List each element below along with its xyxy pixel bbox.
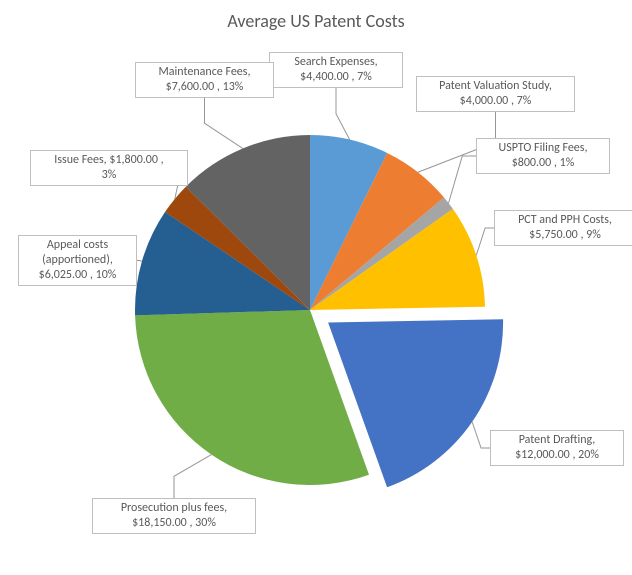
slice-label: PCT and PPH Costs, $5,750.00 , 9% (494, 210, 632, 246)
leader-line (137, 261, 142, 262)
slice-label: USPTO Filing Fees, $800.00 , 1% (476, 138, 610, 174)
slice-label: Maintenance Fees, $7,600.00 , 13% (135, 62, 274, 98)
pie-chart-container: Average US Patent Costs Search Expenses,… (0, 0, 632, 575)
slice-label: Appeal costs (apportioned), $6,025.00 , … (18, 235, 137, 286)
slice-label: Patent Valuation Study, $4,000.00 , 7% (416, 76, 575, 112)
leader-line (174, 455, 211, 498)
chart-title: Average US Patent Costs (0, 10, 632, 32)
slice-label: Search Expenses, $4,400.00 , 7% (269, 52, 403, 88)
slice-label: Issue Fees, $1,800.00 , 3% (30, 150, 188, 186)
leader-line (476, 228, 494, 255)
slice-label: Patent Drafting, $12,000.00 , 20% (490, 430, 624, 466)
leader-line (205, 98, 243, 148)
slice-label: Prosecution plus fees, $18,150.00 , 30% (92, 498, 256, 534)
leader-line (449, 156, 476, 203)
leader-line (336, 88, 350, 140)
leader-line (472, 422, 490, 448)
